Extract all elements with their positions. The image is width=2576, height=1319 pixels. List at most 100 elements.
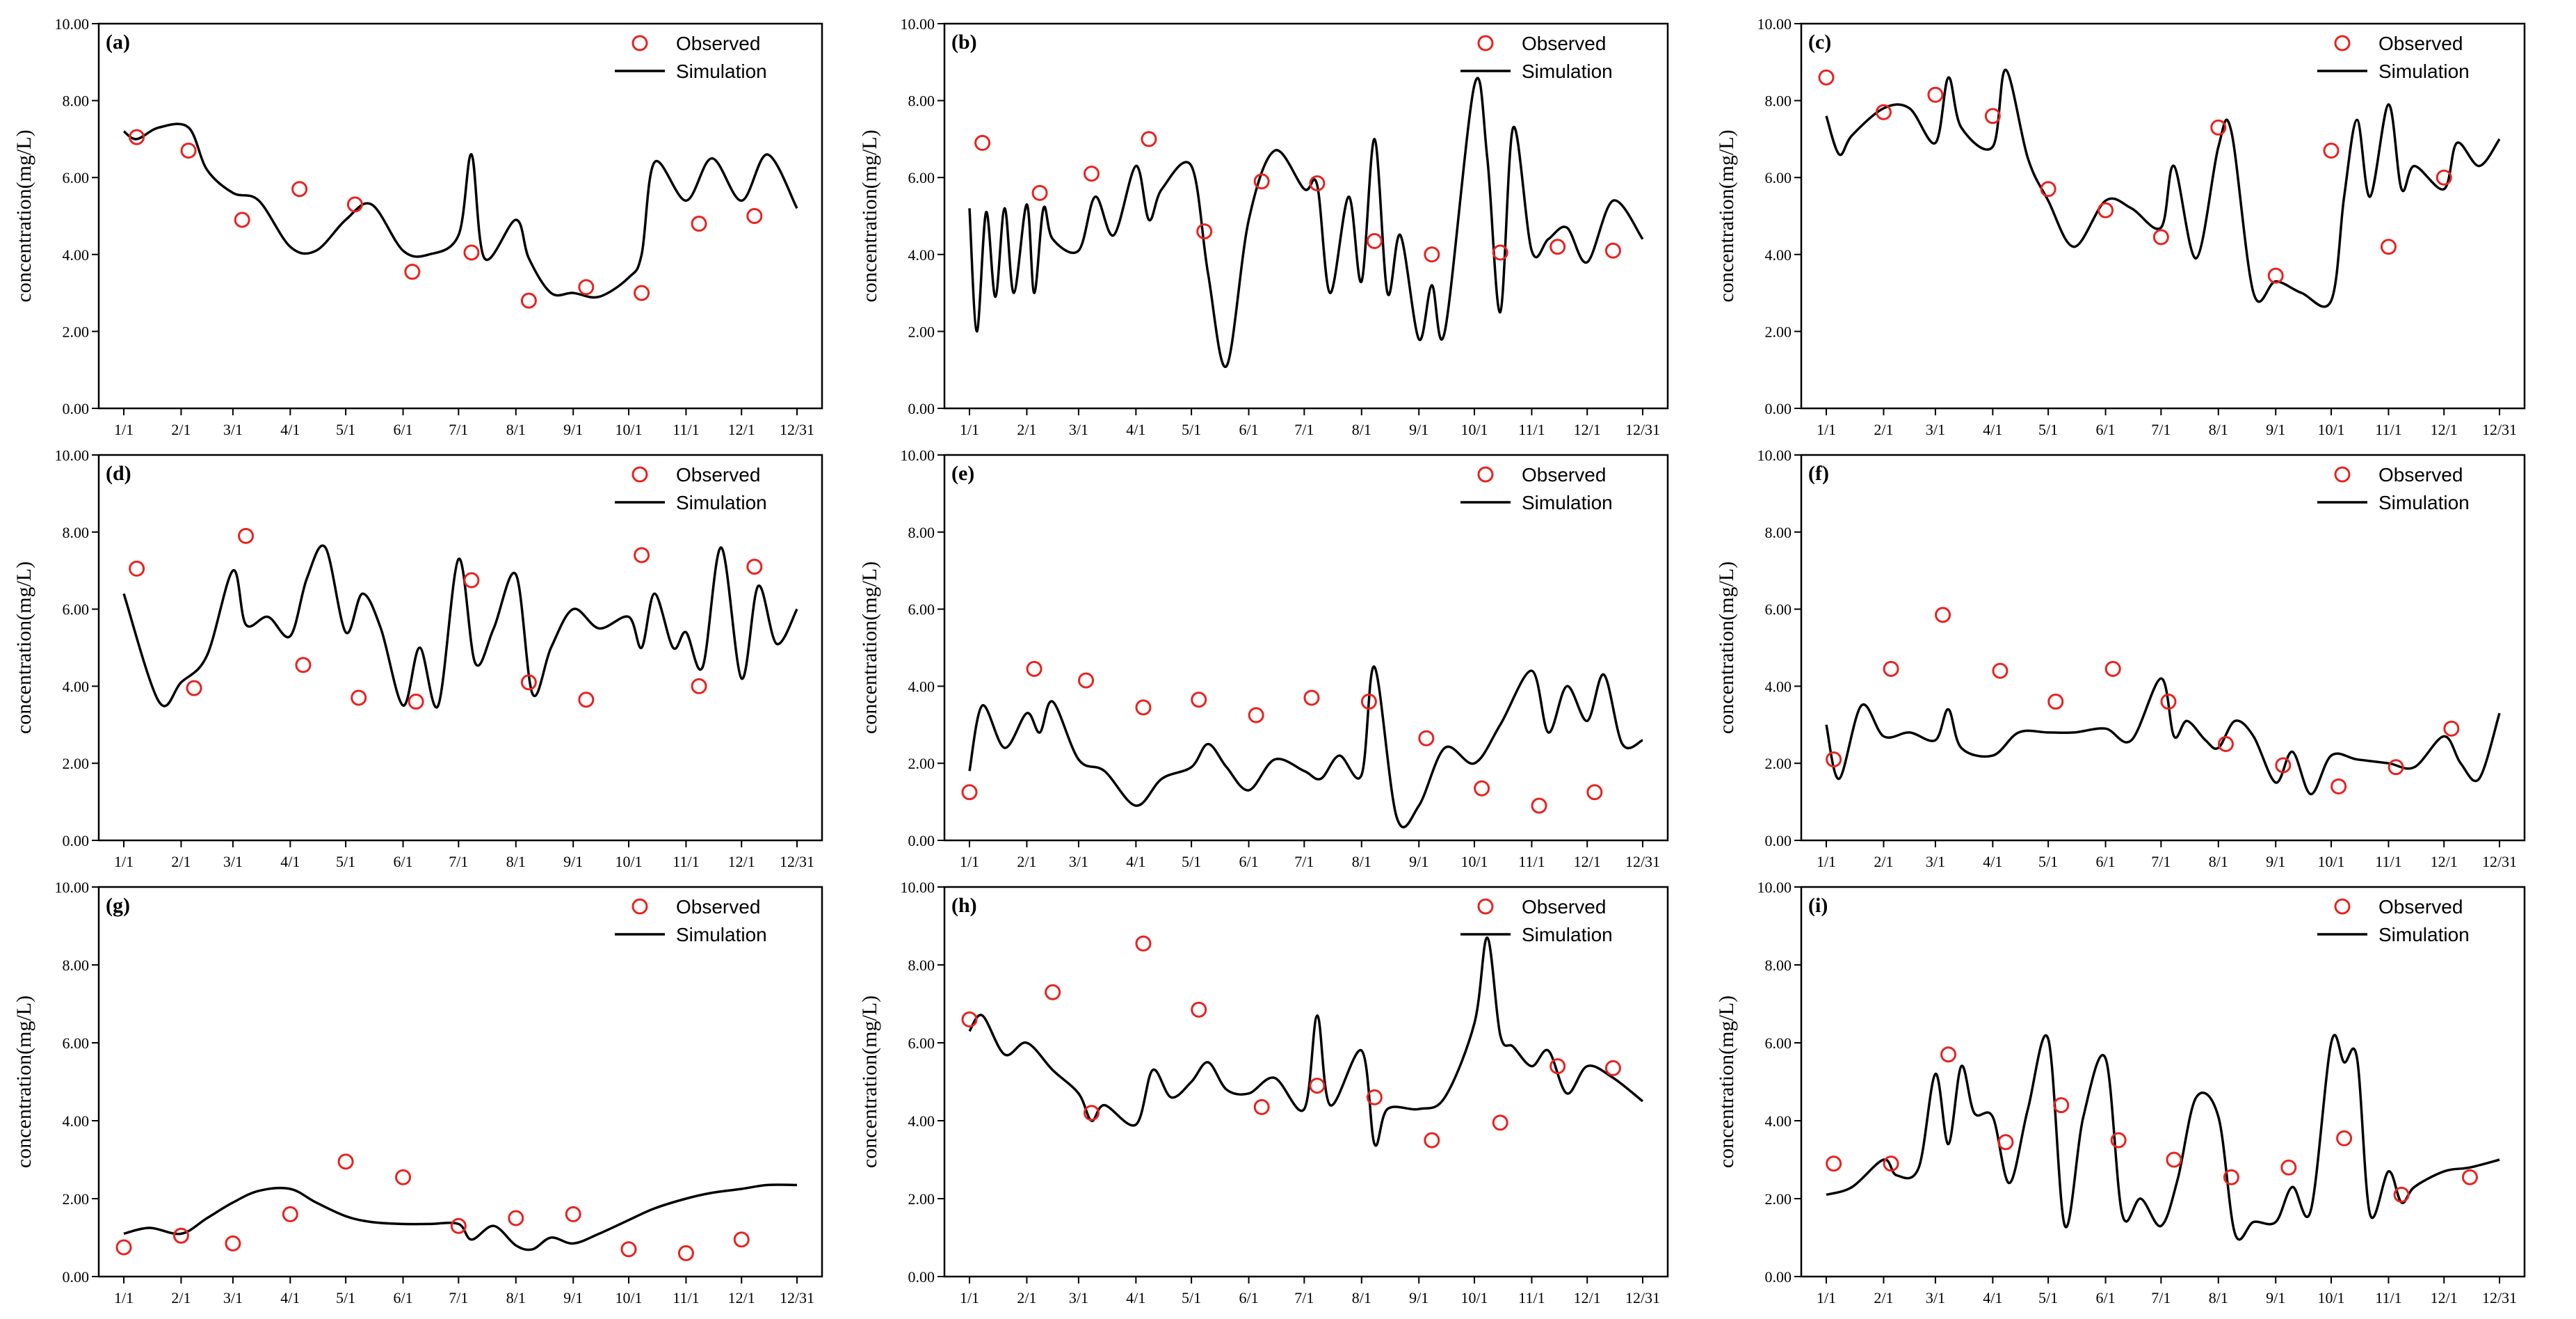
x-tick-label: 12/31 xyxy=(2482,1289,2517,1306)
observed-point xyxy=(1191,1001,1207,1018)
x-tick-label: 11/1 xyxy=(1518,1289,1545,1306)
y-tick-label: 4.00 xyxy=(1765,246,1792,264)
observed-point xyxy=(1248,707,1264,724)
panel-i: 0.00 2.00 4.00 6.00 8.00 10.00 1/1 2/1 3/1 4/1 5/1… xyxy=(1715,879,2526,1306)
y-tick-label: 10.00 xyxy=(1757,879,1792,896)
simulation-series-line xyxy=(968,77,1644,369)
x-tick-label: 12/31 xyxy=(780,1289,814,1306)
observed-point xyxy=(1935,607,1951,623)
observed-point xyxy=(1927,86,1944,103)
x-tick-label: 6/1 xyxy=(393,421,412,438)
y-tick-label: 10.00 xyxy=(1757,15,1792,33)
x-tick-label: 9/1 xyxy=(2266,853,2285,870)
panel-b: 0.00 2.00 4.00 6.00 8.00 10.00 1/1 2/1 3/1 4/1 5/1… xyxy=(858,15,1669,438)
x-tick-label: 5/1 xyxy=(2038,421,2058,438)
observed-point xyxy=(1549,1058,1566,1075)
observed-point xyxy=(2210,119,2227,136)
panel-label: (i) xyxy=(1808,894,1828,917)
x-tick-label: 12/31 xyxy=(1625,421,1660,438)
observed-point xyxy=(746,559,763,575)
y-tick-label: 2.00 xyxy=(908,323,935,340)
panel-f: 0.00 2.00 4.00 6.00 8.00 10.00 1/1 2/1 3/1 4/1 5/1… xyxy=(1715,447,2526,870)
observed-point xyxy=(1309,175,1326,191)
x-tick-label: 5/1 xyxy=(1182,421,1201,438)
x-tick-label: 1/1 xyxy=(1817,421,1836,438)
observed-point xyxy=(1135,935,1152,952)
observed-point xyxy=(2098,202,2114,218)
panel-label: (c) xyxy=(1808,31,1831,54)
y-tick-label: 6.00 xyxy=(908,601,935,618)
observed-point xyxy=(2275,757,2292,774)
x-tick-label: 3/1 xyxy=(223,421,243,438)
legend-observed-label: Observed xyxy=(1522,33,1606,54)
legend-observed-marker xyxy=(631,898,648,915)
x-tick-label: 8/1 xyxy=(1352,853,1371,870)
x-tick-label: 2/1 xyxy=(171,853,191,870)
x-tick-label: 12/31 xyxy=(780,421,814,438)
x-tick-label: 6/1 xyxy=(393,1289,412,1306)
observed-point xyxy=(2393,1186,2410,1203)
x-tick-label: 4/1 xyxy=(1126,421,1145,438)
y-tick-label: 4.00 xyxy=(63,1112,90,1130)
x-tick-label: 9/1 xyxy=(563,1289,583,1306)
x-tick-label: 2/1 xyxy=(1017,853,1036,870)
observed-point xyxy=(2110,1132,2127,1149)
observed-point xyxy=(1604,1060,1621,1076)
x-tick-label: 5/1 xyxy=(336,1289,355,1306)
x-tick-label: 1/1 xyxy=(960,421,979,438)
x-tick-label: 11/1 xyxy=(2375,1289,2401,1306)
x-tick-label: 3/1 xyxy=(1926,853,1945,870)
x-tick-label: 11/1 xyxy=(673,421,699,438)
observed-point xyxy=(1253,1098,1270,1115)
x-tick-label: 7/1 xyxy=(449,1289,468,1306)
panel-label: (b) xyxy=(951,31,977,54)
legend-observed-label: Observed xyxy=(676,896,760,918)
x-tick-label: 9/1 xyxy=(1409,853,1428,870)
observed-point xyxy=(1826,1156,1842,1172)
legend-simulation-label: Simulation xyxy=(676,492,767,513)
legend-observed-marker xyxy=(631,35,648,51)
observed-point xyxy=(295,657,312,673)
observed-point xyxy=(578,279,595,296)
plot-frame xyxy=(943,22,1669,410)
x-tick-label: 8/1 xyxy=(506,853,526,870)
observed-point xyxy=(1492,1114,1508,1131)
x-tick-label: 1/1 xyxy=(114,421,134,438)
observed-point xyxy=(691,216,707,232)
observed-point xyxy=(2047,694,2064,710)
x-tick-label: 4/1 xyxy=(280,853,300,870)
y-axis-label: concentration(mg/L) xyxy=(1715,561,1738,734)
panel-a: 0.00 2.00 4.00 6.00 8.00 10.00 1/1 2/1 3/1 4/1 5/1… xyxy=(13,15,823,438)
x-tick-label: 11/1 xyxy=(673,853,699,870)
x-tick-label: 4/1 xyxy=(1983,421,2002,438)
x-tick-label: 9/1 xyxy=(1409,421,1428,438)
x-tick-label: 10/1 xyxy=(1460,1289,1488,1306)
x-tick-label: 7/1 xyxy=(1294,421,1314,438)
y-tick-label: 6.00 xyxy=(63,1034,90,1052)
observed-point xyxy=(115,1239,132,1256)
x-tick-label: 2/1 xyxy=(1874,421,1893,438)
observed-point xyxy=(1366,232,1383,249)
observed-point xyxy=(961,1011,978,1028)
x-tick-label: 4/1 xyxy=(1983,1289,2002,1306)
panel-g: 0.00 2.00 4.00 6.00 8.00 10.00 1/1 2/1 3/1 4/1 5/1… xyxy=(13,879,823,1306)
observed-point xyxy=(508,1210,524,1226)
observed-point xyxy=(1141,131,1157,147)
y-tick-label: 6.00 xyxy=(1765,601,1792,618)
x-tick-label: 8/1 xyxy=(1352,421,1371,438)
y-tick-label: 2.00 xyxy=(1765,1190,1792,1208)
legend-observed-label: Observed xyxy=(676,464,760,486)
y-tick-label: 10.00 xyxy=(901,879,935,896)
legend-observed-label: Observed xyxy=(2378,464,2463,486)
panel-label: (d) xyxy=(106,462,131,485)
y-tick-label: 0.00 xyxy=(63,832,90,849)
legend-observed-label: Observed xyxy=(2378,896,2463,918)
simulation-series-line xyxy=(1825,677,2501,796)
simulation-series-line xyxy=(1825,68,2501,308)
x-tick-label: 1/1 xyxy=(960,853,979,870)
observed-point xyxy=(520,292,537,309)
observed-point xyxy=(291,181,308,198)
x-tick-label: 1/1 xyxy=(1817,853,1836,870)
legend-simulation-label: Simulation xyxy=(2378,924,2470,945)
legend-observed-marker xyxy=(2334,898,2351,915)
